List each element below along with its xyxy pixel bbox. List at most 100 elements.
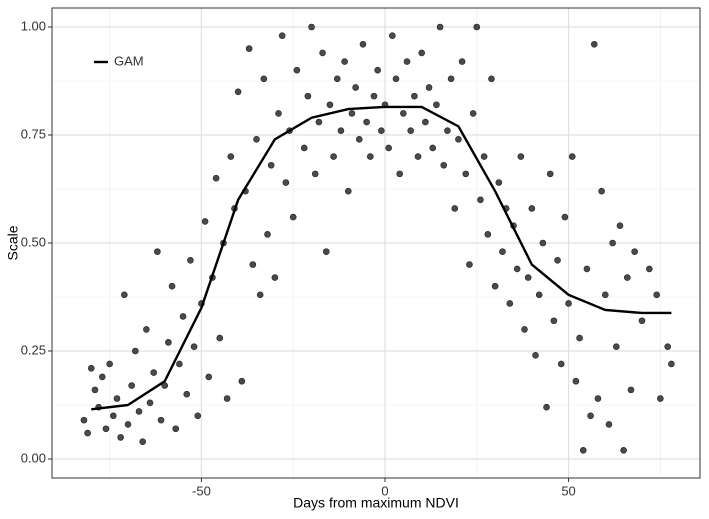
point [367,153,374,160]
point [620,447,627,454]
point [668,360,675,368]
point [205,373,213,381]
point [466,261,473,268]
point [106,360,113,368]
point [352,84,359,91]
point [187,256,194,264]
point [84,429,91,437]
point [396,170,403,178]
point [477,196,484,204]
point [546,170,554,178]
point [576,334,583,342]
point [385,144,392,152]
point [657,395,664,402]
y-axis-title: Scale [5,225,21,260]
point [528,205,536,212]
point [223,395,231,402]
point [646,265,653,273]
point [473,23,481,31]
point [172,425,180,433]
point [539,239,547,247]
point [513,265,521,273]
point [488,75,495,83]
point [249,261,257,268]
point [425,84,433,91]
point [271,274,279,281]
plot-border [51,7,701,479]
point [612,343,620,350]
point [609,239,616,247]
point [447,75,455,83]
point [653,291,660,299]
point [579,447,587,454]
point [451,205,459,212]
point [293,66,301,74]
x-axis-title: Days from maximum NDVI [293,495,459,511]
point [370,92,378,100]
point [132,347,139,355]
point [98,373,106,381]
point [407,127,414,134]
point [403,58,411,65]
point [631,248,638,255]
point [91,386,99,394]
point [355,136,363,143]
point [110,412,117,420]
x-tick-label: 50 [561,483,575,498]
point [227,153,235,160]
point [139,438,146,446]
point [238,377,246,385]
x-tick-label: -50 [192,483,211,498]
point [245,45,253,52]
point [146,399,154,407]
point [392,75,400,83]
point [594,395,602,402]
point [422,118,429,126]
point [260,75,268,83]
point [121,291,128,299]
point [234,88,242,96]
point [315,118,323,126]
point [587,412,594,420]
point [374,66,381,74]
point [308,23,315,31]
point [664,343,671,350]
point [605,421,613,428]
point [400,110,407,117]
point [550,317,558,325]
point [543,403,550,411]
point [216,334,224,342]
point [572,377,580,385]
point [418,49,426,57]
point [532,352,539,359]
point [638,317,646,325]
point [433,101,440,109]
y-tick-label: 0.00 [21,450,46,465]
point [499,248,506,255]
legend-label: GAM [114,53,144,68]
gam-line [91,105,672,411]
point [117,434,124,441]
point [275,110,282,117]
point [264,231,271,238]
point [253,136,260,143]
point [80,416,88,424]
point [165,339,172,346]
point [484,231,492,238]
point [429,144,437,152]
point [326,101,334,109]
point [102,425,110,433]
point [491,282,499,290]
point [458,58,466,65]
point [256,291,264,299]
point [568,153,576,160]
point [289,213,297,221]
point [378,127,385,134]
point [455,136,462,143]
point [480,153,488,160]
point [524,274,532,281]
point [168,282,176,290]
point [616,222,624,230]
point [87,364,95,372]
